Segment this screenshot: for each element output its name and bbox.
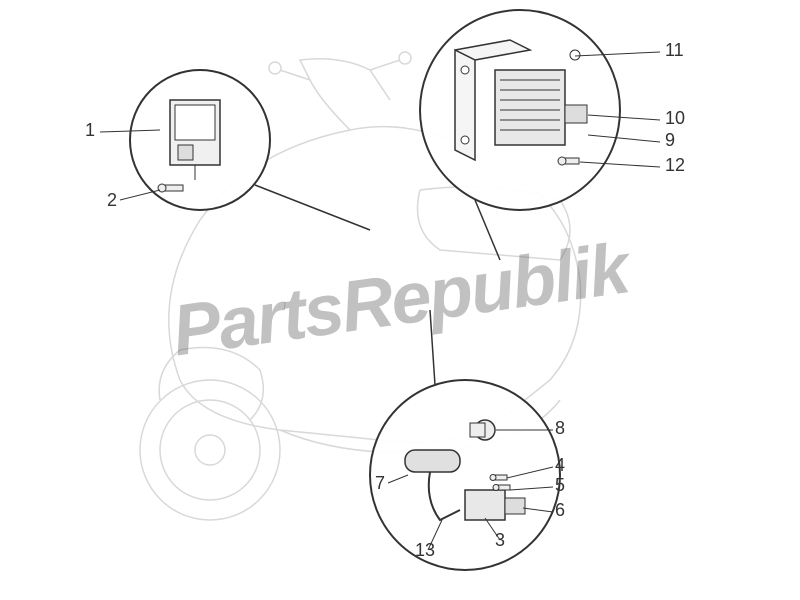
label-12: 12 (665, 155, 685, 176)
label-3: 3 (495, 530, 505, 551)
callout-circle-1 (130, 70, 270, 210)
label-4: 4 (555, 455, 565, 476)
diagram-svg (0, 0, 800, 600)
component-ecu (158, 100, 220, 192)
callout-circle-3 (370, 380, 560, 570)
watermark: PartsRepublik (167, 228, 632, 373)
label-1: 1 (85, 120, 95, 141)
component-regulator (455, 40, 587, 165)
label-11: 11 (665, 40, 684, 61)
label-10: 10 (665, 108, 685, 129)
label-6: 6 (555, 500, 565, 521)
callout-circle-2 (420, 10, 620, 210)
scooter-outline (140, 52, 581, 520)
label-13: 13 (415, 540, 435, 561)
label-5: 5 (555, 475, 565, 496)
label-2: 2 (107, 190, 117, 211)
component-ignition (405, 420, 525, 520)
parts-diagram: 1 2 3 4 5 6 7 8 9 10 11 12 13 PartsRepub… (0, 0, 800, 600)
label-8: 8 (555, 418, 565, 439)
label-7: 7 (375, 473, 385, 494)
label-9: 9 (665, 130, 675, 151)
